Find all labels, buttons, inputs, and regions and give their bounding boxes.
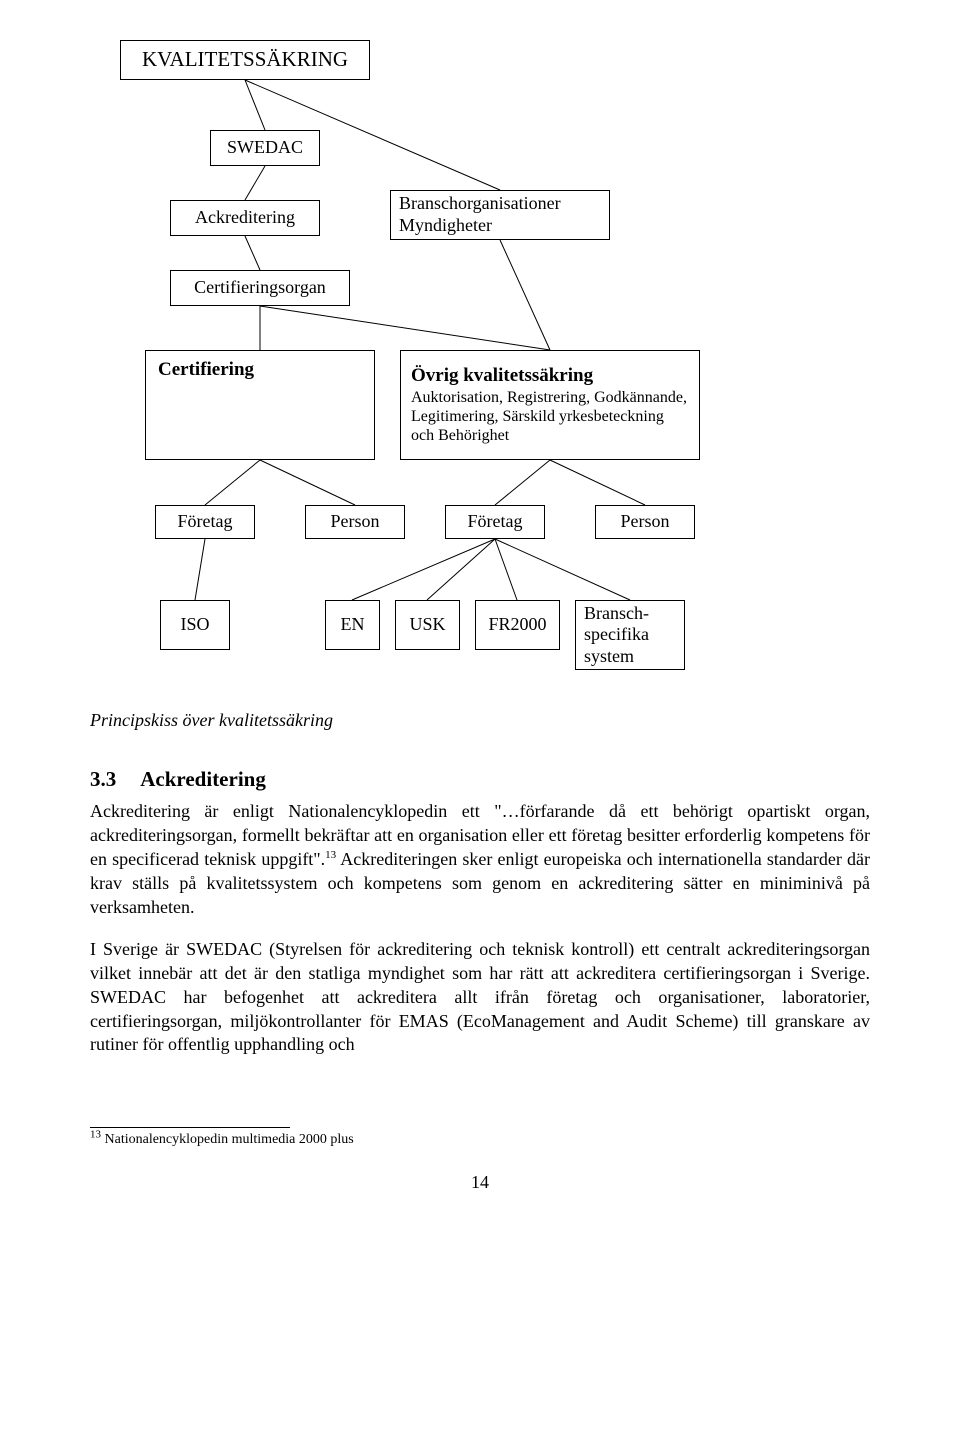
node-iso: ISO xyxy=(160,600,230,650)
footnote-number: 13 xyxy=(90,1129,101,1141)
node-fr2000: FR2000 xyxy=(475,600,560,650)
node-heading: Övrig kvalitetssäkring xyxy=(411,365,689,388)
node-label: USK xyxy=(409,614,445,636)
node-label: Ackreditering xyxy=(195,207,295,229)
node-ackreditering: Ackreditering xyxy=(170,200,320,236)
node-label: Certifieringsorgan xyxy=(194,277,326,299)
node-label: EN xyxy=(341,614,365,636)
diagram-caption: Principskiss över kvalitetssäkring xyxy=(90,710,870,731)
node-label: FR2000 xyxy=(488,614,546,636)
section-number: 3.3 xyxy=(90,767,116,792)
node-branschorganisationer: Branschorganisationer Myndigheter xyxy=(390,190,610,240)
node-label: Bransch- specifika system xyxy=(584,603,649,668)
node-label: Företag xyxy=(178,511,233,533)
node-label: KVALITETSSÄKRING xyxy=(142,47,348,72)
node-person-2: Person xyxy=(595,505,695,539)
node-swedac: SWEDAC xyxy=(210,130,320,166)
footnote-text: Nationalencyklopedin multimedia 2000 plu… xyxy=(105,1132,354,1147)
node-label: SWEDAC xyxy=(227,137,303,159)
node-certifiering: Certifiering xyxy=(145,350,375,460)
node-label: Företag xyxy=(468,511,523,533)
paragraph-2: I Sverige är SWEDAC (Styrelsen för ackre… xyxy=(90,938,870,1058)
page-number: 14 xyxy=(90,1172,870,1193)
node-label: Person xyxy=(331,511,380,533)
node-branschspecifika: Bransch- specifika system xyxy=(575,600,685,670)
node-foretag-1: Företag xyxy=(155,505,255,539)
footnote: 13 Nationalencyklopedin multimedia 2000 … xyxy=(90,1132,870,1148)
node-en: EN xyxy=(325,600,380,650)
node-foretag-2: Företag xyxy=(445,505,545,539)
node-certifieringsorgan: Certifieringsorgan xyxy=(170,270,350,306)
node-ovrig-kvalitetssakring: Övrig kvalitetssäkring Auktorisation, Re… xyxy=(400,350,700,460)
node-person-1: Person xyxy=(305,505,405,539)
node-subtext: Auktorisation, Registrering, Godkännande… xyxy=(411,388,689,446)
node-label: ISO xyxy=(180,614,209,636)
node-kvalitetssakring: KVALITETSSÄKRING xyxy=(120,40,370,80)
section-title: Ackreditering xyxy=(140,767,266,791)
citation-sup: 13 xyxy=(325,849,336,861)
node-label: Certifiering xyxy=(158,359,254,382)
paragraph-1: Ackreditering är enligt Nationalencyklop… xyxy=(90,800,870,920)
node-label: Person xyxy=(621,511,670,533)
node-usk: USK xyxy=(395,600,460,650)
section-heading: 3.3 Ackreditering xyxy=(90,767,870,792)
footnote-separator xyxy=(90,1127,290,1128)
quality-assurance-diagram: KVALITETSSÄKRING SWEDAC Ackreditering Br… xyxy=(90,40,870,700)
node-label: Branschorganisationer Myndigheter xyxy=(399,193,561,236)
